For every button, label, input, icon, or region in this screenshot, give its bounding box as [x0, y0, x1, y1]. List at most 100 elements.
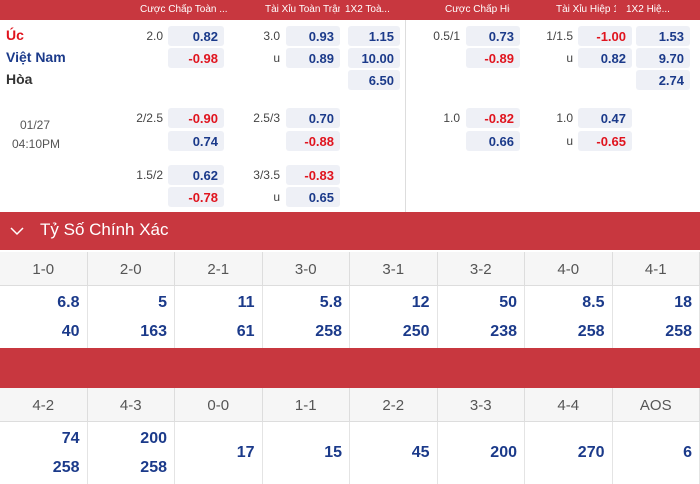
score-cell[interactable]: [87, 286, 175, 348]
score-odds: 40: [61, 323, 80, 340]
team-name: Hòa: [6, 71, 33, 87]
odds-value[interactable]: -0.89: [466, 48, 520, 68]
odds-value[interactable]: 0.89: [286, 48, 340, 68]
score-label: 1-0: [0, 252, 88, 286]
header-bar: [0, 0, 700, 20]
odds-value[interactable]: -0.98: [168, 48, 224, 68]
odds-label: 3.0: [263, 29, 280, 43]
odds-value[interactable]: 0.82: [168, 26, 224, 46]
score-cell[interactable]: [175, 422, 263, 484]
score-odds: 163: [140, 323, 167, 340]
odds-value[interactable]: 1.53: [636, 26, 690, 46]
odds-label: u: [273, 190, 280, 204]
odds-label: u: [566, 51, 573, 65]
section-title: Tỷ Số Chính Xác: [40, 220, 169, 239]
odds-value[interactable]: 2.74: [636, 70, 690, 90]
odds-label: u: [566, 134, 573, 148]
odds-label: 1.0: [556, 111, 573, 125]
score-odds: 15: [324, 444, 342, 461]
score-odds: 258: [140, 459, 167, 476]
score-cell[interactable]: [350, 422, 438, 484]
column-header: Cược Chấp Hiệp 1: [445, 4, 510, 15]
odds-label: 2/2.5: [136, 111, 163, 125]
score-odds: 17: [236, 444, 255, 461]
score-label: 4-3: [87, 388, 175, 422]
score-cell[interactable]: [175, 286, 263, 348]
score-odds: 258: [315, 323, 342, 340]
score-label: 2-2: [350, 388, 438, 422]
score-odds: 6: [683, 444, 692, 461]
odds-value[interactable]: 0.65: [286, 187, 340, 207]
separator-bar: [0, 348, 700, 388]
odds-value[interactable]: -0.83: [286, 165, 340, 185]
score-label: 3-2: [437, 252, 525, 286]
odds-value[interactable]: 0.74: [168, 131, 224, 151]
odds-label: 0.5/1: [433, 29, 460, 43]
score-cell[interactable]: [612, 422, 700, 484]
score-label: 3-3: [437, 388, 525, 422]
score-cell[interactable]: [87, 422, 175, 484]
odds-label: 1.5/2: [136, 168, 163, 182]
score-odds: 12: [411, 294, 430, 311]
score-cell[interactable]: [350, 286, 438, 348]
score-cell[interactable]: [0, 422, 88, 484]
odds-label: u: [273, 51, 280, 65]
score-odds: 5.8: [319, 294, 342, 311]
odds-value[interactable]: -0.78: [168, 187, 224, 207]
column-header: Cược Chấp Toàn ...: [140, 4, 228, 15]
score-label: 4-1: [612, 252, 700, 286]
score-cell[interactable]: [262, 422, 350, 484]
odds-value[interactable]: 10.00: [348, 48, 400, 68]
section-bar[interactable]: Tỷ Số Chính Xác: [0, 212, 700, 250]
odds-value[interactable]: 0.73: [466, 26, 520, 46]
score-cell[interactable]: [525, 286, 613, 348]
odds-value[interactable]: 0.93: [286, 26, 340, 46]
odds-value[interactable]: 0.66: [466, 131, 520, 151]
match-time: 04:10PM: [12, 137, 61, 151]
odds-value[interactable]: -0.65: [578, 131, 632, 151]
score-label: 3-1: [350, 252, 438, 286]
odds-label: 2.0: [146, 29, 163, 43]
score-cell[interactable]: [525, 422, 613, 484]
score-odds: 258: [665, 323, 692, 340]
divider: [405, 20, 406, 212]
score-cell[interactable]: [437, 422, 525, 484]
score-odds: 250: [402, 323, 430, 340]
odds-label: 1.0: [443, 111, 460, 125]
score-odds: 50: [499, 294, 517, 311]
score-odds: 200: [490, 444, 517, 461]
score-label: 4-0: [525, 252, 613, 286]
score-label: 3-0: [262, 252, 350, 286]
score-odds: 200: [140, 430, 167, 447]
column-header: 1X2 Toà...: [345, 4, 390, 15]
odds-label: 1/1.5: [546, 29, 573, 43]
team-name: Việt Nam: [6, 49, 66, 65]
score-odds: 74: [61, 430, 80, 447]
match-date: 01/27: [20, 118, 51, 132]
score-odds: 45: [411, 444, 430, 461]
column-header: 1X2 Hiệ...: [626, 4, 670, 15]
odds-value[interactable]: 0.70: [286, 108, 340, 128]
odds-value[interactable]: 0.62: [168, 165, 224, 185]
score-odds: 270: [577, 444, 605, 461]
column-header: Tài Xỉu Toàn Trận: [265, 4, 340, 15]
team-name: Úc: [6, 27, 24, 43]
column-header: Tài Xỉu Hiệp 1: [556, 4, 616, 15]
odds-value[interactable]: 1.15: [348, 26, 400, 46]
odds-value[interactable]: -1.00: [578, 26, 632, 46]
score-label: 1-1: [262, 388, 350, 422]
odds-value[interactable]: -0.88: [286, 131, 340, 151]
odds-value[interactable]: -0.90: [168, 108, 224, 128]
score-cell[interactable]: [612, 286, 700, 348]
score-label: 2-1: [175, 252, 263, 286]
odds-value[interactable]: 6.50: [348, 70, 400, 90]
score-odds: 6.8: [57, 294, 80, 311]
odds-value[interactable]: 0.47: [578, 108, 632, 128]
score-cell[interactable]: [262, 286, 350, 348]
odds-value[interactable]: 0.82: [578, 48, 632, 68]
odds-value[interactable]: 9.70: [636, 48, 690, 68]
odds-value[interactable]: -0.82: [466, 108, 520, 128]
score-cell[interactable]: [437, 286, 525, 348]
score-cell[interactable]: [0, 286, 88, 348]
